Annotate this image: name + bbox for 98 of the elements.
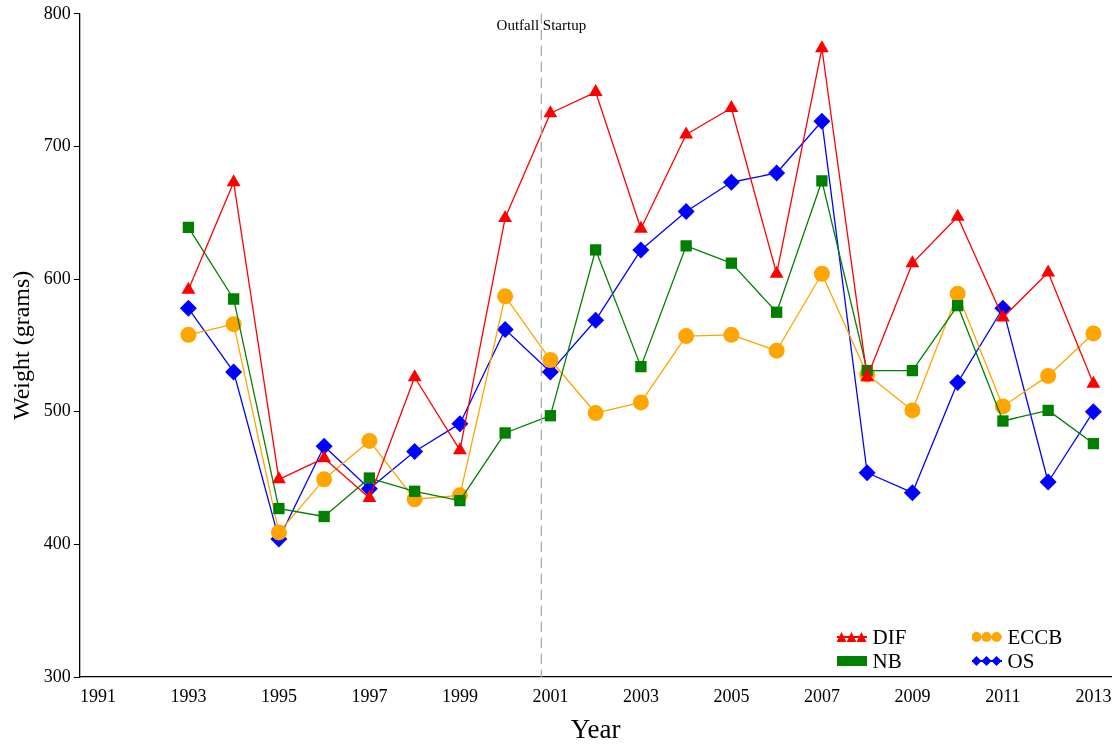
y-tick-label: 400 bbox=[43, 533, 71, 554]
point bbox=[225, 363, 243, 381]
point bbox=[904, 402, 921, 419]
point bbox=[588, 84, 603, 97]
x-tick-label: 2011 bbox=[985, 685, 1021, 706]
point bbox=[273, 502, 285, 515]
point bbox=[226, 174, 241, 187]
point bbox=[452, 442, 467, 455]
y-tick-label: 300 bbox=[43, 665, 71, 686]
point bbox=[632, 394, 649, 411]
point bbox=[949, 285, 966, 302]
y-tick-label: 500 bbox=[43, 400, 71, 421]
point bbox=[905, 255, 920, 268]
x-tick-label: 1993 bbox=[170, 685, 207, 706]
legend-label: NB bbox=[872, 648, 902, 674]
y-axis-title: Weight (grams) bbox=[7, 270, 34, 421]
legend-label: DIF bbox=[872, 624, 907, 650]
point bbox=[406, 443, 424, 461]
y-tick-label: 800 bbox=[43, 2, 71, 23]
point bbox=[497, 288, 514, 305]
point bbox=[858, 464, 876, 482]
y-tick-label: 600 bbox=[43, 267, 71, 288]
point bbox=[1039, 473, 1057, 491]
point bbox=[317, 450, 332, 463]
point bbox=[949, 374, 967, 392]
x-tick-label: 1995 bbox=[260, 685, 297, 706]
point bbox=[318, 510, 330, 523]
ref-line-label: Outfall Startup bbox=[496, 17, 587, 34]
point bbox=[768, 342, 785, 359]
point bbox=[677, 202, 695, 220]
point bbox=[816, 175, 828, 187]
point bbox=[181, 281, 196, 294]
point bbox=[498, 210, 513, 223]
point bbox=[316, 471, 333, 488]
point bbox=[722, 173, 740, 191]
point bbox=[408, 485, 421, 497]
point bbox=[723, 326, 740, 343]
point bbox=[994, 398, 1011, 415]
point bbox=[995, 309, 1010, 322]
point bbox=[270, 524, 287, 541]
legend-label: ECCB bbox=[1007, 624, 1063, 650]
point bbox=[587, 311, 605, 329]
point bbox=[315, 437, 333, 455]
x-tick-label: 2013 bbox=[1075, 685, 1112, 706]
point bbox=[1085, 325, 1102, 342]
x-axis-title: Year bbox=[570, 713, 621, 744]
point bbox=[950, 208, 965, 221]
point bbox=[542, 351, 559, 368]
point bbox=[632, 241, 650, 259]
x-tick-label: 2007 bbox=[803, 685, 840, 706]
point bbox=[768, 164, 786, 182]
point bbox=[633, 220, 648, 233]
point bbox=[903, 484, 921, 502]
x-tick-label: 2005 bbox=[713, 685, 750, 706]
point bbox=[680, 240, 692, 252]
point bbox=[227, 293, 240, 305]
point bbox=[271, 471, 286, 484]
point bbox=[678, 328, 695, 345]
point bbox=[813, 265, 830, 282]
point bbox=[725, 257, 738, 269]
point bbox=[407, 369, 422, 382]
legend-label: OS bbox=[1007, 648, 1035, 674]
point bbox=[635, 360, 647, 373]
point bbox=[814, 40, 829, 53]
point bbox=[182, 221, 195, 234]
point bbox=[906, 364, 919, 377]
point bbox=[496, 320, 514, 338]
point bbox=[179, 299, 197, 317]
point bbox=[769, 265, 784, 278]
point bbox=[361, 432, 378, 449]
point bbox=[225, 316, 242, 333]
point bbox=[454, 494, 466, 507]
point bbox=[1087, 437, 1100, 450]
point bbox=[997, 415, 1009, 427]
point bbox=[813, 112, 831, 130]
point bbox=[589, 244, 602, 256]
x-tick-label: 1997 bbox=[351, 685, 388, 706]
point bbox=[1040, 367, 1057, 384]
point bbox=[1042, 404, 1054, 417]
point bbox=[587, 405, 604, 422]
x-tick-label: 1999 bbox=[441, 685, 478, 706]
point bbox=[363, 472, 376, 484]
point bbox=[1041, 264, 1056, 277]
y-tick-label: 700 bbox=[43, 135, 71, 156]
point bbox=[544, 410, 557, 422]
point bbox=[724, 99, 739, 112]
x-tick-label: 1991 bbox=[79, 685, 116, 706]
point bbox=[499, 427, 511, 439]
x-tick-label: 2003 bbox=[622, 685, 659, 706]
point bbox=[770, 306, 783, 318]
point bbox=[679, 126, 694, 139]
point bbox=[180, 326, 197, 343]
x-tick-label: 2009 bbox=[894, 685, 931, 706]
x-tick-label: 2001 bbox=[532, 685, 569, 706]
point bbox=[543, 105, 558, 118]
point bbox=[1084, 403, 1102, 421]
point bbox=[451, 415, 469, 433]
point bbox=[951, 299, 964, 312]
